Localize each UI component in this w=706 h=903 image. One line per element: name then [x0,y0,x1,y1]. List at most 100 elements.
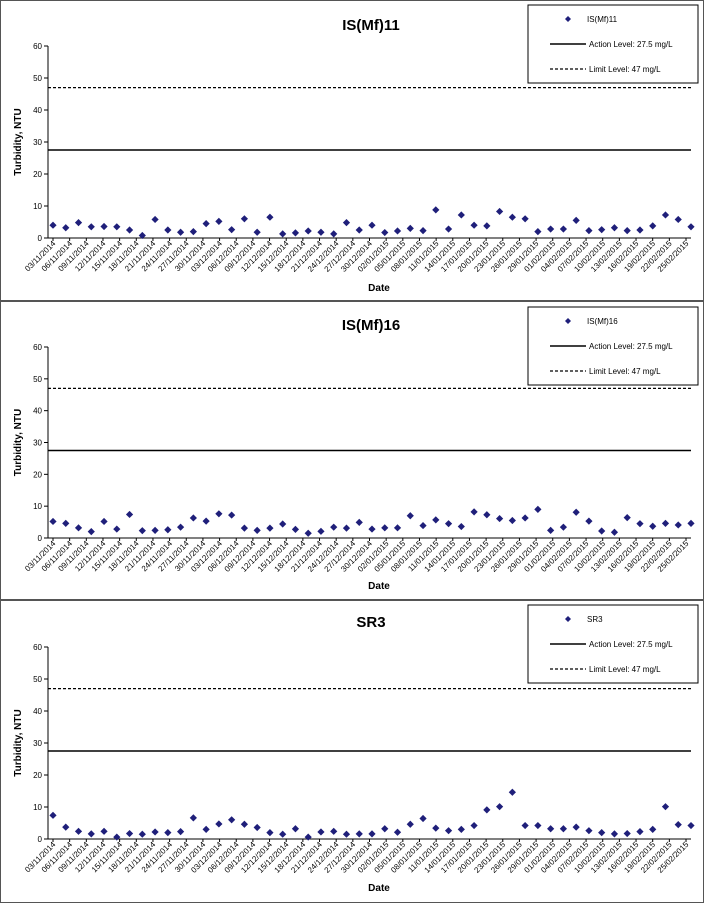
data-point [381,228,389,237]
data-point [547,526,555,534]
data-point [304,529,312,537]
data-point [381,825,389,833]
data-point [444,225,453,233]
data-point [610,830,619,838]
data-point [355,226,363,234]
y-tick-label: 30 [33,739,42,748]
data-point [419,814,427,823]
data-point [342,219,351,227]
data-point [342,830,351,838]
data-point [240,215,248,223]
data-point [164,226,172,234]
data-point [87,528,95,536]
data-point [508,788,516,796]
data-point [240,524,248,532]
data-point [598,829,606,837]
data-point [623,514,631,522]
data-point [687,821,695,830]
data-point [49,811,57,819]
data-point [406,224,414,232]
data-point [125,829,134,838]
data-point [138,527,146,535]
data-point [393,227,402,235]
y-tick-label: 30 [33,138,42,147]
data-point [636,828,644,836]
y-tick-label: 20 [33,470,42,479]
data-point [559,225,567,233]
data-point [266,829,274,837]
data-point [151,215,159,224]
data-point [49,517,57,526]
data-point [687,223,695,231]
data-point [304,227,312,235]
data-point [189,514,197,522]
data-point [508,213,516,221]
legend-label-limit: Limit Level: 47 mg/L [589,65,661,74]
data-point [496,207,504,216]
data-point [189,228,197,236]
data-point [598,527,606,535]
data-point [598,226,606,234]
data-point [164,829,172,837]
data-point [291,229,300,237]
data-point [100,517,108,526]
legend-marker-series [565,318,571,324]
y-tick-label: 0 [38,835,43,844]
data-point [547,825,555,833]
data-point [253,823,261,832]
y-tick-label: 40 [33,106,42,115]
legend-label-series: IS(Mf)16 [587,317,618,326]
data-point [623,829,631,838]
data-point [215,510,223,518]
legend-label-action: Action Level: 27.5 mg/L [589,640,673,649]
data-point [674,215,682,224]
data-point [585,517,593,525]
chart-title: IS(Mf)11 [342,17,400,34]
x-axis-label: Date [368,581,390,592]
data-point [636,226,644,234]
data-point [202,517,210,525]
data-point [62,224,70,232]
chart-title: IS(Mf)16 [342,317,400,334]
data-point [228,226,236,234]
y-tick-label: 50 [33,74,42,83]
data-point [49,221,57,229]
data-point [610,224,619,232]
legend-label-action: Action Level: 27.5 mg/L [589,40,673,49]
data-point [355,830,363,838]
legend-label-series: SR3 [587,615,603,624]
data-point [240,820,248,828]
data-point [393,524,402,532]
data-point [291,825,300,833]
data-point [559,825,567,833]
y-axis-label: Turbidity, NTU [13,108,24,175]
data-point [610,528,619,536]
data-point [317,228,325,236]
data-point [253,228,261,236]
data-point [496,803,504,811]
chart-panel-ismf11: IS(Mf)11 0 10 20 30 40 50 60 Turbidity, NTU 03/11… [0,0,704,301]
data-point [342,524,351,532]
data-point [559,523,567,531]
chart-panel-sr3: SR3 0 10 20 30 40 50 60 Turbidity, NTU 03/11/2014… [0,600,704,903]
data-point [508,516,516,525]
data-point [355,518,363,527]
data-point [406,512,414,520]
data-point [330,523,338,531]
data-point [87,223,95,231]
data-point [444,827,453,835]
y-tick-label: 0 [38,234,43,243]
y-tick-label: 40 [33,707,42,716]
data-point [291,525,300,534]
data-point [381,524,389,532]
x-axis-label: Date [368,883,390,894]
y-tick-label: 50 [33,375,42,384]
data-point [151,526,159,534]
data-point [432,824,440,832]
data-point [317,828,325,836]
data-point [228,511,236,519]
data-point [496,514,504,523]
data-point [534,821,542,830]
data-point [215,820,223,828]
data-point [74,219,83,227]
